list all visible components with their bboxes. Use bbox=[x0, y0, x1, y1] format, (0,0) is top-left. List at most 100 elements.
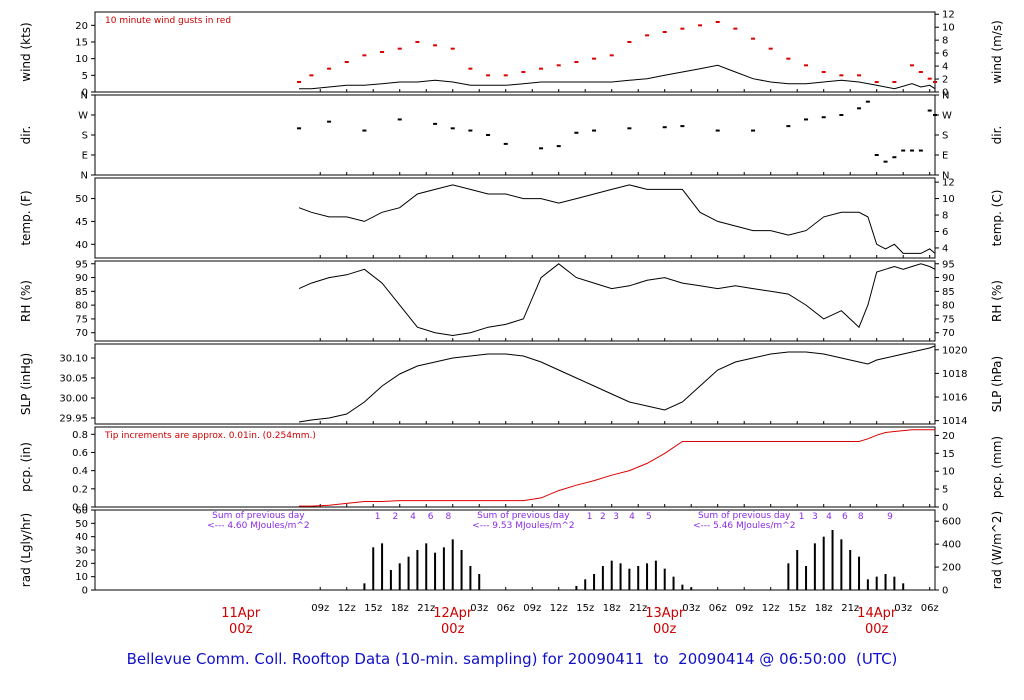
dir-data-point bbox=[892, 156, 897, 159]
dir-data-point bbox=[918, 149, 923, 152]
wind-ytick-right-label: 10 bbox=[942, 23, 955, 34]
slp-ytick-left-label: 29.95 bbox=[59, 414, 88, 425]
wind-ytick-left-label: 15 bbox=[75, 38, 88, 49]
dir-data-point bbox=[574, 131, 579, 134]
rh-ytick-right-label: 75 bbox=[942, 314, 955, 325]
rh-ylabel-left: RH (%) bbox=[19, 280, 33, 322]
dir-data-point bbox=[468, 129, 473, 132]
dir-data-point bbox=[486, 134, 491, 136]
day-label-bottom: 00z bbox=[865, 622, 889, 637]
dir-ytick-right-label: N bbox=[942, 171, 949, 182]
pcp-ytick-right-label: 10 bbox=[942, 467, 955, 478]
temp-ylabel-left: temp. (F) bbox=[19, 190, 33, 245]
dir-data-point bbox=[627, 127, 632, 130]
rad-marker-label: 8 bbox=[858, 512, 864, 522]
rad-marker-label: 1 bbox=[799, 512, 805, 522]
slp-frame bbox=[94, 343, 936, 425]
wind-data-point bbox=[751, 37, 756, 40]
rad-ytick-left-label: 60 bbox=[75, 506, 88, 517]
wind-note: 10 minute wind gusts in red bbox=[105, 16, 231, 26]
x-tick-label: 09z bbox=[311, 603, 329, 614]
x-tick-label: 06z bbox=[921, 603, 939, 614]
wind-data-point bbox=[839, 74, 844, 77]
dir-frame bbox=[94, 94, 936, 176]
dir-data-point bbox=[910, 149, 915, 152]
wind-ytick-left-label: 5 bbox=[82, 71, 88, 82]
wind-ytick-left-label: 20 bbox=[75, 21, 88, 32]
rad-marker-label: 6 bbox=[428, 512, 434, 522]
dir-ytick-left-label: N bbox=[81, 171, 88, 182]
rh-ytick-left-label: 70 bbox=[75, 328, 88, 339]
pcp-ytick-left-label: 0.6 bbox=[72, 448, 88, 459]
wind-data-point bbox=[715, 21, 720, 23]
dir-data-point bbox=[786, 125, 791, 128]
dir-ytick-left-label: E bbox=[82, 151, 88, 162]
rad-ytick-left-label: 10 bbox=[75, 572, 88, 583]
wind-data-point bbox=[556, 64, 561, 67]
slp-ytick-right-label: 1020 bbox=[942, 345, 967, 356]
wind-data-point bbox=[804, 64, 809, 67]
rad-marker-label: 5 bbox=[646, 512, 652, 522]
wind-ylabel-left: wind (kts) bbox=[19, 22, 33, 81]
wind-data-point bbox=[874, 81, 879, 83]
x-tick-label: 09z bbox=[735, 603, 753, 614]
slp-ytick-right-label: 1016 bbox=[942, 393, 967, 404]
rad-annotation-line2: <--- 5.46 MJoules/m^2 bbox=[693, 521, 795, 531]
x-tick-label: 18z bbox=[603, 603, 621, 614]
wind-data-point bbox=[433, 44, 438, 47]
rh-ytick-right-label: 80 bbox=[942, 301, 955, 312]
temp-frame bbox=[94, 177, 936, 259]
pcp-ylabel-right: pcp. (mm) bbox=[990, 436, 1004, 498]
rad-ytick-right-label: 200 bbox=[942, 563, 961, 574]
temp-ytick-left-label: 50 bbox=[75, 194, 88, 205]
slp-series-line bbox=[298, 345, 936, 423]
wind-ytick-right-label: 4 bbox=[942, 62, 948, 73]
rh-ytick-right-label: 85 bbox=[942, 287, 955, 298]
x-tick-label: 03z bbox=[682, 603, 700, 614]
wind-ytick-right-label: 12 bbox=[942, 10, 955, 21]
pcp-ytick-right-label: 0 bbox=[942, 503, 948, 514]
dir-data-point bbox=[327, 120, 332, 123]
rad-annotation-line1: Sum of previous day bbox=[698, 511, 791, 521]
rad-ytick-right-label: 400 bbox=[942, 540, 961, 551]
wind-data-point bbox=[933, 81, 937, 83]
rad-ytick-left-label: 40 bbox=[75, 532, 88, 543]
rh-ytick-left-label: 90 bbox=[75, 273, 88, 284]
pcp-ytick-left-label: 0.8 bbox=[72, 430, 88, 441]
dir-data-point bbox=[901, 149, 906, 152]
wind-data-point bbox=[362, 54, 367, 57]
pcp-series-line bbox=[299, 429, 935, 507]
dir-data-point bbox=[927, 109, 932, 112]
dir-data-point bbox=[804, 118, 809, 121]
x-tick-label: 12z bbox=[338, 603, 356, 614]
wind-ytick-right-label: 2 bbox=[942, 75, 948, 86]
wind-data-point bbox=[768, 47, 773, 50]
wind-data-point bbox=[927, 77, 932, 80]
temp-series-line bbox=[298, 184, 936, 254]
temp-ytick-right-label: 8 bbox=[942, 211, 948, 222]
dir-data-point bbox=[433, 122, 438, 125]
rh-ytick-right-label: 90 bbox=[942, 273, 955, 284]
rad-ytick-left-label: 30 bbox=[75, 546, 88, 557]
dir-data-point bbox=[503, 142, 508, 145]
wind-data-point bbox=[521, 71, 526, 73]
pcp-ytick-right-label: 5 bbox=[942, 485, 948, 496]
rad-ylabel-left: rad (Lgly/hr) bbox=[19, 513, 33, 587]
pcp-ytick-left-label: 0.4 bbox=[72, 466, 88, 477]
pcp-note: Tip increments are approx. 0.01in. (0.25… bbox=[104, 431, 316, 441]
dir-ytick-left-label: W bbox=[78, 111, 88, 122]
rh-ytick-left-label: 75 bbox=[75, 314, 88, 325]
wind-data-point bbox=[698, 24, 703, 27]
day-label-top: 14Apr bbox=[857, 606, 897, 621]
pcp-ylabel-left: pcp. (in) bbox=[19, 442, 33, 492]
rad-ytick-left-label: 0 bbox=[82, 586, 88, 597]
day-label-top: 11Apr bbox=[221, 606, 261, 621]
x-tick-label: 21z bbox=[629, 603, 647, 614]
rad-ytick-right-label: 600 bbox=[942, 517, 961, 528]
x-tick-label: 15z bbox=[576, 603, 594, 614]
wind-data-point bbox=[486, 74, 491, 77]
dir-ytick-right-label: W bbox=[942, 111, 952, 122]
x-tick-label: 12z bbox=[550, 603, 568, 614]
dir-data-point bbox=[883, 160, 888, 163]
